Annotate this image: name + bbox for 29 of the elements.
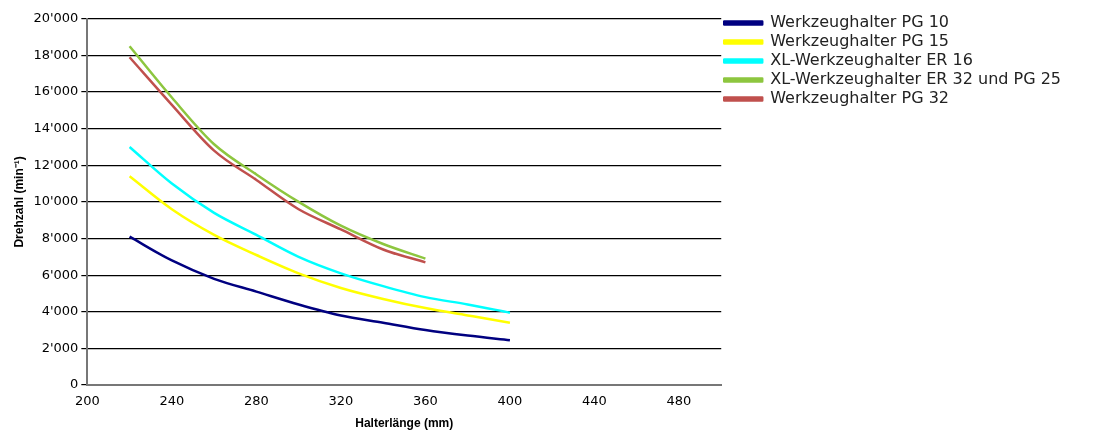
line-series xyxy=(128,175,512,324)
legend-label: XL-Werkzeughalter ER 32 und PG 25 xyxy=(770,69,1062,89)
x-tick-label: 440 xyxy=(582,393,607,409)
y-tick-label: 20'000 xyxy=(33,10,79,26)
y-tick-label: 4'000 xyxy=(41,303,79,319)
y-tick-label: 0 xyxy=(70,376,79,392)
y-tick-label: 12'000 xyxy=(33,156,79,172)
x-tick-label: 240 xyxy=(159,393,185,409)
y-tick-label: 14'000 xyxy=(33,120,79,136)
y-axis-title: Drehzahl (min⁻¹) xyxy=(11,156,26,248)
legend-label: Werkzeughalter PG 10 xyxy=(770,12,950,32)
x-tick-label: 200 xyxy=(74,393,100,409)
y-tick-label: 10'000 xyxy=(33,193,79,209)
legend-label: Werkzeughalter PG 15 xyxy=(770,31,950,51)
line-series xyxy=(128,145,512,314)
legend-label: Werkzeughalter PG 32 xyxy=(770,88,950,108)
legend-label: XL-Werkzeughalter ER 16 xyxy=(770,50,973,70)
x-tick-label: 320 xyxy=(328,393,354,409)
x-tick-label: 400 xyxy=(497,393,523,409)
y-tick-label: 2'000 xyxy=(41,339,79,355)
y-tick-label: 18'000 xyxy=(33,46,79,62)
x-axis-title: Halterlänge (mm) xyxy=(355,416,454,431)
x-tick-label: 280 xyxy=(243,393,269,409)
x-tick-label: 480 xyxy=(666,393,692,409)
line-series xyxy=(128,235,512,342)
y-tick-label: 16'000 xyxy=(33,83,79,99)
y-tick-label: 8'000 xyxy=(41,229,79,245)
x-tick-label: 360 xyxy=(412,393,438,409)
y-tick-label: 6'000 xyxy=(41,266,79,282)
